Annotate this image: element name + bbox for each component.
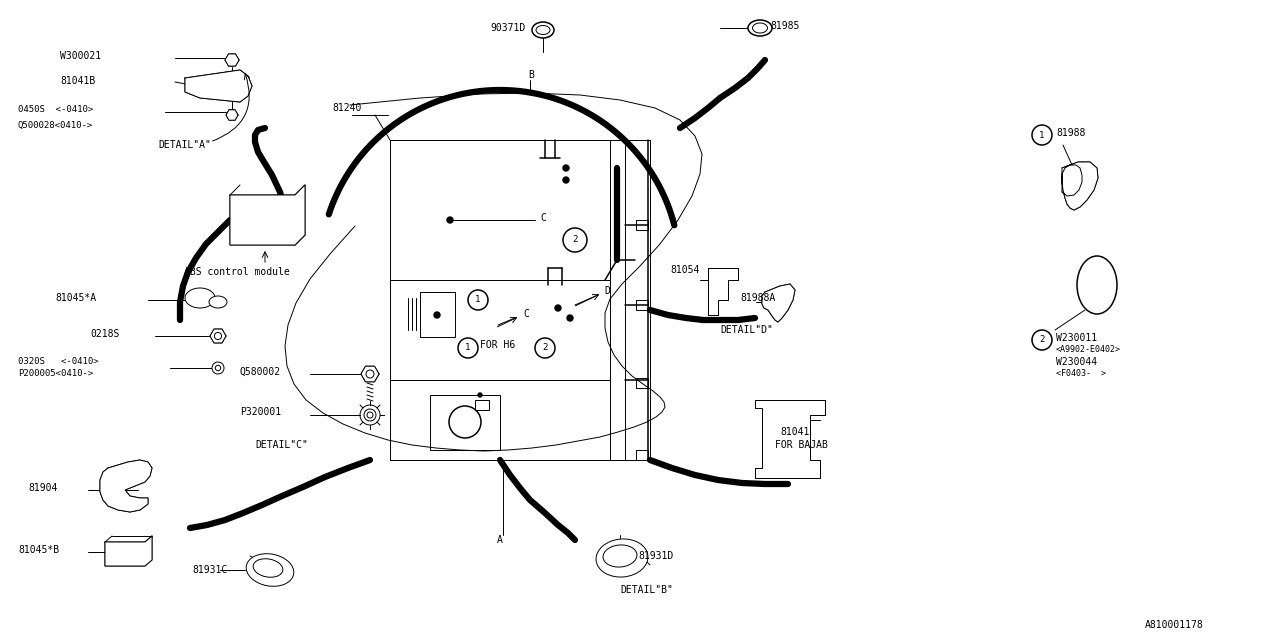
Polygon shape <box>361 366 379 382</box>
Polygon shape <box>105 536 152 566</box>
Circle shape <box>567 315 573 321</box>
Circle shape <box>477 393 483 397</box>
Text: C: C <box>540 213 545 223</box>
Circle shape <box>434 312 440 318</box>
Polygon shape <box>755 400 826 478</box>
Bar <box>430 395 500 450</box>
Ellipse shape <box>209 296 227 308</box>
Text: 90371D: 90371D <box>490 23 525 33</box>
Polygon shape <box>762 284 795 322</box>
Polygon shape <box>100 460 152 512</box>
Text: Q580002: Q580002 <box>241 367 282 377</box>
Bar <box>636 450 648 460</box>
Text: 81045*A: 81045*A <box>55 293 96 303</box>
Text: P200005<0410->: P200005<0410-> <box>18 369 93 378</box>
Text: 81041B: 81041B <box>60 76 95 86</box>
Text: 81045*B: 81045*B <box>18 545 59 555</box>
Circle shape <box>563 177 570 183</box>
Bar <box>636 300 648 310</box>
Ellipse shape <box>1076 256 1117 314</box>
Text: C: C <box>524 309 529 319</box>
Text: Q500028<0410->: Q500028<0410-> <box>18 120 93 129</box>
Circle shape <box>556 305 561 311</box>
Text: 1: 1 <box>475 296 481 305</box>
Ellipse shape <box>246 554 294 586</box>
Text: W300021: W300021 <box>60 51 101 61</box>
Bar <box>420 292 454 337</box>
Text: 0320S   <-0410>: 0320S <-0410> <box>18 356 99 365</box>
Text: 81931D: 81931D <box>637 551 673 561</box>
Ellipse shape <box>748 20 772 36</box>
Polygon shape <box>210 329 227 343</box>
Text: 81985: 81985 <box>771 21 800 31</box>
Text: W230044: W230044 <box>1056 357 1097 367</box>
Polygon shape <box>186 70 252 102</box>
Text: 81988A: 81988A <box>740 293 776 303</box>
Polygon shape <box>230 185 305 245</box>
Text: 2: 2 <box>543 344 548 353</box>
Text: 81904: 81904 <box>28 483 58 493</box>
Circle shape <box>447 217 453 223</box>
Ellipse shape <box>186 288 215 308</box>
Text: 1: 1 <box>1039 131 1044 140</box>
Text: A: A <box>497 535 503 545</box>
Polygon shape <box>227 110 238 120</box>
Text: 0450S  <-0410>: 0450S <-0410> <box>18 106 93 115</box>
Circle shape <box>563 165 570 171</box>
Text: 0218S: 0218S <box>90 329 119 339</box>
Text: B: B <box>529 70 534 80</box>
Bar <box>636 220 648 230</box>
Text: ABS control module: ABS control module <box>184 267 289 277</box>
Text: FOR BAJAB: FOR BAJAB <box>774 440 828 450</box>
Text: D: D <box>604 286 609 296</box>
Text: 81240: 81240 <box>332 103 361 113</box>
Bar <box>636 378 648 388</box>
Text: DETAIL"B": DETAIL"B" <box>620 585 673 595</box>
Text: P320001: P320001 <box>241 407 282 417</box>
Text: 81988: 81988 <box>1056 128 1085 138</box>
Text: 81054: 81054 <box>669 265 699 275</box>
Ellipse shape <box>532 22 554 38</box>
Text: DETAIL"D": DETAIL"D" <box>719 325 773 335</box>
Ellipse shape <box>596 539 648 577</box>
Circle shape <box>212 362 224 374</box>
Text: DETAIL"A": DETAIL"A" <box>157 140 211 150</box>
Text: DETAIL"C": DETAIL"C" <box>255 440 308 450</box>
Text: 1: 1 <box>466 344 471 353</box>
Circle shape <box>360 405 380 425</box>
Text: FOR H6: FOR H6 <box>480 340 516 350</box>
Text: 81041: 81041 <box>780 427 809 437</box>
Text: A810001178: A810001178 <box>1146 620 1203 630</box>
Text: 2: 2 <box>572 236 577 244</box>
Text: 2: 2 <box>1039 335 1044 344</box>
Bar <box>475 400 489 410</box>
Polygon shape <box>708 268 739 315</box>
Text: <F0403-  >: <F0403- > <box>1056 369 1106 378</box>
Text: 81931C: 81931C <box>192 565 228 575</box>
Text: W230011: W230011 <box>1056 333 1097 343</box>
Polygon shape <box>225 54 239 66</box>
Polygon shape <box>1062 162 1098 210</box>
Text: <A9902-E0402>: <A9902-E0402> <box>1056 346 1121 355</box>
